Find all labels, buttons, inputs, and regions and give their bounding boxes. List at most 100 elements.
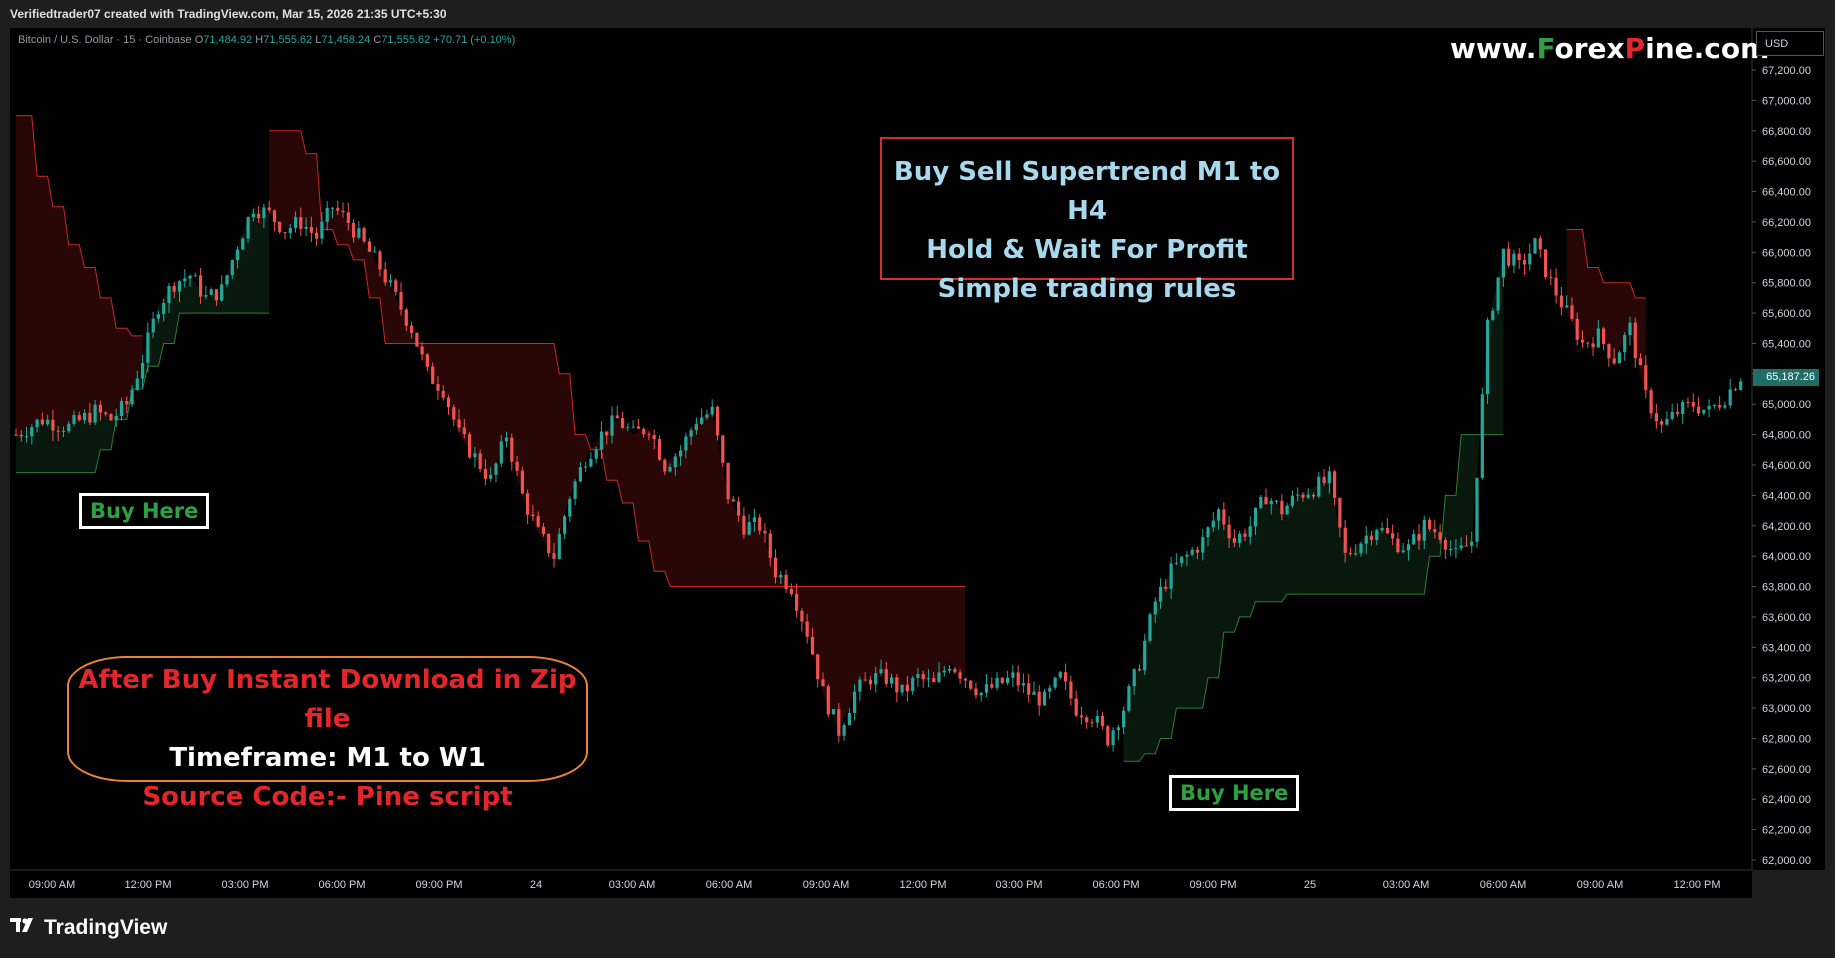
candle-body	[1201, 537, 1205, 553]
candle-body	[446, 397, 451, 407]
candle-body	[283, 232, 287, 234]
candle-body	[193, 275, 197, 277]
tradingview-logo[interactable]: TradingView	[10, 916, 167, 940]
candle-body	[388, 280, 393, 283]
candle-body	[1343, 527, 1347, 553]
candle-body	[1428, 519, 1432, 530]
candle-body	[868, 679, 873, 685]
candle-body	[246, 217, 250, 239]
candle-body	[1702, 409, 1706, 414]
candle-body	[684, 436, 688, 451]
candle-body	[1011, 672, 1015, 678]
tradingview-brand: TradingView	[44, 916, 168, 939]
candle-body	[1522, 260, 1527, 265]
candle-body	[874, 673, 878, 685]
candle-body	[990, 684, 994, 688]
candle-body	[515, 461, 519, 471]
current-price-tag: 65,187.26	[1753, 369, 1819, 386]
candle-body	[352, 222, 356, 238]
candle-body	[483, 469, 487, 479]
candle-body	[172, 286, 176, 292]
candle-body	[1580, 339, 1585, 343]
candle-body	[610, 415, 614, 436]
candle-body	[183, 278, 187, 282]
candle-body	[304, 227, 308, 229]
candle-body	[309, 227, 313, 233]
candle-body	[25, 436, 29, 438]
candle-body	[578, 467, 582, 482]
x-tick-label: 06:00 PM	[318, 879, 365, 891]
candle-body	[689, 430, 693, 437]
candle-body	[1132, 669, 1136, 687]
supertrend-down-3-line	[1566, 229, 1646, 299]
candle-body	[710, 406, 714, 415]
candle-body	[995, 677, 999, 688]
candle-body	[1053, 677, 1057, 688]
candle-body	[1623, 335, 1627, 353]
website-f: F	[1536, 32, 1555, 65]
candle-body	[1533, 238, 1537, 254]
candle-body	[1253, 507, 1258, 527]
candle-body	[1670, 411, 1674, 419]
candle-body	[1064, 672, 1068, 682]
candle-body	[1491, 310, 1495, 320]
y-tick-label: 63,600.00	[1762, 612, 1811, 624]
candle-body	[1486, 319, 1490, 395]
y-tick-label: 64,000.00	[1762, 551, 1811, 563]
candle-body	[979, 692, 983, 696]
candle-body	[531, 514, 535, 517]
candle-body	[1159, 586, 1163, 602]
candle-body	[1048, 687, 1052, 692]
candle-body	[773, 557, 778, 578]
candle-body	[853, 691, 857, 713]
candle-body	[890, 677, 894, 684]
supertrend-up-2-fill	[1123, 252, 1504, 762]
candle-body	[932, 678, 936, 682]
candle-body	[1728, 389, 1732, 406]
candle-body	[1069, 681, 1073, 699]
candle-body	[468, 434, 472, 458]
supertrend-down-1-fill	[16, 115, 143, 435]
candle-body	[51, 419, 55, 431]
candle-body	[46, 419, 50, 425]
candle-body	[441, 390, 445, 398]
x-tick-label: 09:00 AM	[1577, 879, 1623, 891]
candle-body	[926, 678, 931, 680]
candle-body	[362, 228, 366, 242]
candle-body	[1238, 533, 1242, 543]
symbol-legend[interactable]: Bitcoin / U.S. Dollar · 15 · Coinbase O7…	[18, 34, 515, 46]
candle-body	[77, 415, 81, 421]
candle-body	[214, 289, 218, 301]
candle-body	[457, 419, 461, 428]
x-tick-label: 09:00 AM	[803, 879, 849, 891]
candle-body	[1633, 322, 1637, 359]
candle-body	[795, 594, 799, 611]
candle-body	[1723, 405, 1727, 408]
candle-body	[141, 362, 145, 379]
candle-body	[14, 434, 18, 436]
candle-body	[267, 207, 271, 211]
candle-body	[1443, 539, 1447, 550]
candle-body	[272, 210, 277, 222]
candle-body	[394, 280, 398, 292]
open-value: 71,484.92	[203, 34, 253, 46]
candle-body	[399, 291, 403, 310]
candle-body	[1164, 586, 1168, 589]
candle-body	[98, 404, 102, 413]
candle-body	[1143, 640, 1147, 671]
y-tick-label: 64,800.00	[1762, 430, 1811, 442]
promo-line-2: Timeframe: M1 to W1	[169, 743, 486, 773]
candle-body	[1691, 402, 1695, 407]
candle-body	[953, 668, 957, 673]
candle-body	[1380, 528, 1384, 531]
candle-body	[436, 384, 440, 391]
info-line-3: Simple trading rules	[937, 274, 1237, 304]
y-tick-label: 65,400.00	[1762, 338, 1811, 350]
candle-body	[715, 406, 720, 436]
candle-body	[262, 207, 266, 219]
candle-body	[1602, 328, 1606, 345]
candle-body	[963, 678, 967, 681]
currency-button[interactable]: USD	[1756, 31, 1824, 56]
symbol-name: Bitcoin / U.S. Dollar · 15 · Coinbase	[18, 34, 192, 46]
candle-body	[1496, 277, 1500, 311]
